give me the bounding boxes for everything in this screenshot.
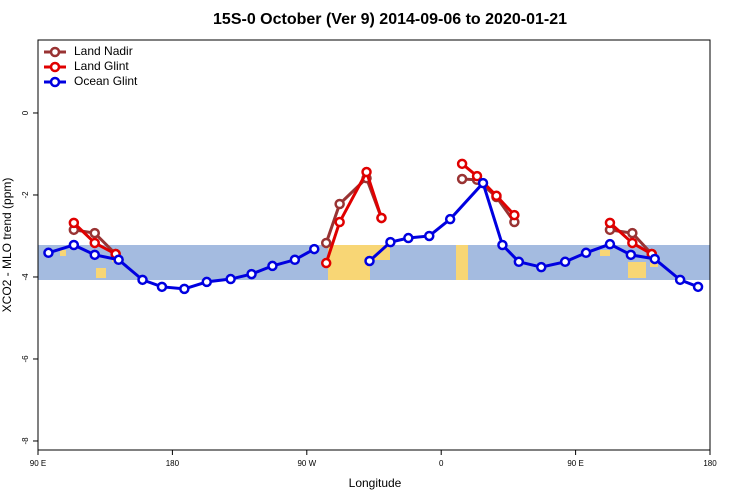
legend-label: Land Glint — [74, 59, 129, 73]
point — [625, 249, 637, 261]
point — [89, 227, 100, 239]
point — [137, 274, 148, 286]
point — [156, 281, 168, 293]
point — [456, 173, 468, 185]
point — [456, 158, 468, 170]
x-tick-label: 0 — [439, 459, 444, 468]
point — [364, 255, 375, 267]
legend-marker — [49, 76, 61, 88]
point — [113, 254, 124, 266]
y-tick-label: -6 — [21, 355, 30, 363]
legend-marker — [49, 46, 61, 58]
point — [267, 260, 278, 272]
point — [559, 256, 571, 268]
x-tick-label: 90 E — [567, 459, 583, 468]
point — [403, 232, 414, 244]
x-tick-label: 90 W — [297, 459, 316, 468]
point — [513, 256, 525, 268]
point — [536, 261, 547, 273]
point — [491, 190, 502, 202]
point — [334, 216, 345, 228]
point — [89, 237, 100, 249]
point — [43, 247, 54, 259]
chart-title: 15S-0 October (Ver 9) 2014-09-06 to 2020… — [213, 11, 567, 28]
point — [477, 177, 489, 189]
point — [89, 249, 100, 261]
point — [424, 230, 435, 242]
x-tick-label: 90 E — [30, 459, 46, 468]
point — [674, 274, 686, 286]
point — [497, 239, 508, 251]
point — [225, 273, 236, 285]
point — [320, 257, 332, 269]
point — [580, 247, 592, 259]
y-tick-label: -8 — [21, 437, 30, 445]
point — [334, 198, 345, 210]
x-tick-label: 180 — [166, 459, 180, 468]
point — [201, 276, 212, 288]
point — [444, 213, 456, 225]
legend-label: Ocean Glint — [74, 74, 138, 88]
point — [320, 237, 332, 249]
y-tick-label: -2 — [21, 191, 30, 199]
point — [246, 268, 257, 280]
point — [179, 283, 190, 295]
point — [471, 170, 483, 182]
point — [309, 243, 320, 255]
x-tick-label: 180 — [703, 459, 717, 468]
point — [289, 254, 301, 266]
plot-frame — [37, 39, 711, 451]
legend-label: Land Nadir — [74, 44, 133, 58]
point — [376, 212, 387, 224]
point — [604, 217, 616, 229]
y-tick-label: -4 — [21, 273, 30, 281]
point — [604, 238, 616, 250]
point — [627, 227, 638, 239]
point — [68, 239, 80, 251]
y-axis-label: XCO2 - MLO trend (ppm) — [0, 178, 14, 313]
y-tick-label: 0 — [21, 110, 30, 115]
point — [68, 217, 80, 229]
x-axis-label: Longitude — [349, 476, 402, 490]
legend-marker — [49, 61, 61, 73]
point — [509, 209, 520, 221]
point — [692, 281, 704, 293]
point — [649, 253, 660, 265]
point — [361, 166, 372, 178]
point — [627, 237, 638, 249]
point — [385, 236, 396, 248]
series-line — [73, 175, 653, 256]
